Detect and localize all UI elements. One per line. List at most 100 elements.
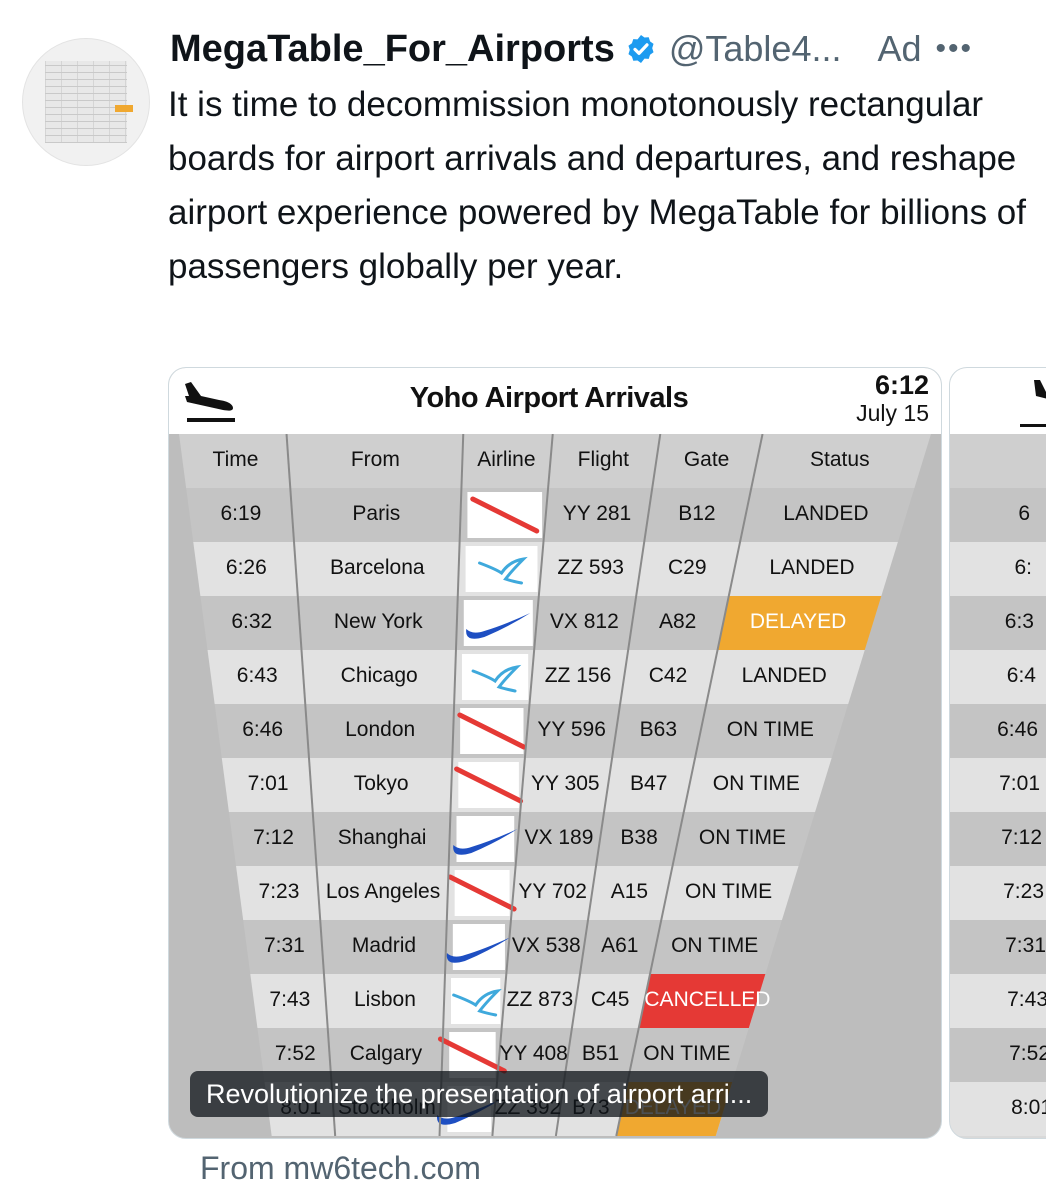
cell-from: Barcelona [330, 556, 425, 579]
cell-flight: YY 281 [562, 502, 632, 525]
column-header-gate: Gate [683, 448, 730, 471]
board-2-row [950, 758, 1046, 812]
cell-from: Los Angeles [325, 880, 441, 903]
cell-flight: YY 305 [531, 772, 600, 795]
bird-logo-icon [452, 988, 502, 1017]
board-header: Yoho Airport Arrivals 6:12 July 15 [169, 368, 941, 434]
board-column-header-row [179, 434, 931, 488]
plane-landing-icon-2 [1034, 380, 1046, 399]
arrivals-board [169, 368, 941, 1138]
column-header-time: Time [212, 448, 259, 471]
board-row [214, 704, 849, 758]
red-stripe-logo-icon [437, 1036, 507, 1074]
board-2-row [950, 542, 1046, 596]
cell-status: ON TIME [671, 934, 759, 957]
board-row [250, 974, 766, 1028]
board-2-cell-time: 7:52 [1009, 1042, 1046, 1065]
swoosh-logo-icon [437, 1099, 502, 1125]
board-clock: 6:12 [874, 370, 929, 400]
board-title: Yoho Airport Arrivals [409, 382, 689, 414]
cell-status: ON TIME [698, 826, 787, 849]
tweet-media-image[interactable]: Yoho Airport Arrivals 6:12 July 15 Time F… [168, 367, 942, 1139]
source-link[interactable]: From mw6tech.com [200, 1150, 481, 1186]
cell-time: 6:43 [236, 664, 278, 687]
cell-gate: B63 [639, 718, 678, 741]
display-name[interactable]: MegaTable_For_Airports [170, 27, 615, 70]
cell-time: 7:23 [258, 880, 300, 903]
board-2-cell-time: 7:23 [1003, 880, 1044, 903]
column-divider [285, 433, 337, 1137]
board-row [243, 920, 782, 974]
cell-gate: B51 [581, 1042, 620, 1065]
cell-from: Chicago [340, 664, 418, 687]
board-2-row [950, 974, 1046, 1028]
column-divider [554, 433, 662, 1137]
tweet-header: MegaTable_For_Airports @Table4... Ad ••• [170, 26, 1030, 72]
user-handle[interactable]: @Table4... [668, 28, 842, 69]
cell-time: 7:01 [247, 772, 289, 795]
column-header-airline: Airline [477, 448, 536, 471]
cell-from: Madrid [351, 934, 417, 957]
cell-status: CANCELLED [644, 988, 771, 1011]
board-row [207, 650, 865, 704]
board-row [186, 488, 915, 542]
status-highlight [638, 974, 766, 1028]
cell-from: Paris [352, 502, 401, 525]
board-2-cell-time: 6 [1018, 502, 1030, 525]
board-2-cell-time: 8:01 [1011, 1096, 1046, 1119]
more-options-icon[interactable]: ••• [935, 32, 974, 65]
media-caption: Revolutionize the presentation of airpor… [190, 1071, 769, 1117]
board-2-cell-time: 7:31 [1005, 934, 1046, 957]
cell-from: Lisbon [354, 988, 416, 1011]
red-stripe-logo-icon [447, 874, 517, 912]
board-2-cell-time: 6:46 [997, 718, 1038, 741]
cell-gate: B12 [678, 502, 716, 525]
avatar[interactable] [22, 38, 150, 166]
airline-cell [451, 978, 501, 1024]
cell-status: ON TIME [712, 772, 800, 795]
cell-flight: VX 812 [549, 610, 619, 633]
bird-logo-icon [478, 556, 528, 585]
verified-badge-icon [628, 35, 654, 63]
bird-logo-icon [471, 664, 522, 693]
avatar-delayed-cell [115, 105, 133, 112]
column-divider [438, 433, 465, 1137]
cell-gate: A15 [610, 880, 649, 903]
board-2-underline [1020, 424, 1046, 427]
column-header-status: Status [810, 448, 870, 471]
board-2-row [950, 1028, 1046, 1082]
red-stripe-logo-icon [470, 496, 540, 534]
cell-time: 6:19 [220, 502, 262, 525]
cell-gate: B38 [620, 826, 658, 849]
board-row [221, 758, 832, 812]
cell-time: 7:31 [263, 934, 305, 957]
board-row [193, 542, 898, 596]
cell-status: ON TIME [684, 880, 773, 903]
cell-from: Tokyo [353, 772, 409, 795]
tweet-text: It is time to decommission monotonously … [168, 85, 1026, 286]
cell-flight: ZZ 593 [557, 556, 624, 579]
red-stripe-logo-icon [457, 712, 527, 750]
cell-time: 7:52 [274, 1042, 316, 1065]
tweet-media-image-2[interactable]: 6 6: 6:3 6:4 6:46 7:01 7:12 7:23 7:31 7:43 7:52 8:0… [949, 367, 1046, 1139]
board-2-header [950, 368, 1046, 434]
cell-from: London [345, 718, 416, 741]
cell-time: 6:46 [242, 718, 284, 741]
cell-status: ON TIME [726, 718, 814, 741]
cell-from: Calgary [349, 1042, 423, 1065]
column-divider [615, 433, 764, 1137]
swoosh-logo-icon [466, 613, 531, 639]
cell-flight: YY 702 [518, 880, 587, 903]
cell-gate: A61 [601, 934, 639, 957]
swoosh-logo-icon [446, 937, 511, 963]
column-header-from: From [350, 448, 400, 471]
cell-from: New York [333, 610, 423, 633]
column-header-flight: Flight [577, 448, 630, 471]
board-row [200, 596, 882, 650]
column-divider [491, 433, 554, 1137]
cell-gate: C42 [648, 664, 688, 687]
board-2-column-header [950, 434, 1046, 488]
cell-flight: VX 189 [524, 826, 594, 849]
cell-status: LANDED [741, 664, 827, 687]
board-2-cell-time: 6:3 [1004, 610, 1034, 633]
